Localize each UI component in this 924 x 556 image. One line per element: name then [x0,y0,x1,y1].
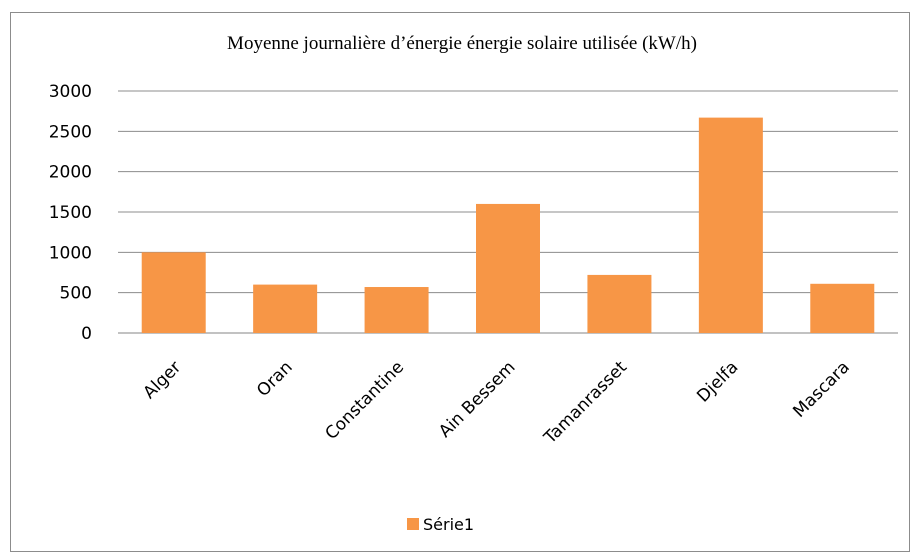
bars [141,117,875,334]
y-tick-label: 1000 [49,243,92,263]
legend: Série1 [407,515,474,534]
bar [476,203,540,333]
bar [253,284,318,333]
x-tick-label: Mascara [789,357,853,421]
legend-swatch [407,518,419,530]
bar [587,274,652,333]
y-tick-label: 2000 [49,163,92,183]
bar [141,252,206,333]
bar [810,283,875,333]
x-tick-label: Tamanrasset [540,357,631,448]
legend-label: Série1 [423,515,474,534]
x-tick-label: Ain Bessem [435,357,519,441]
x-tick-label: Alger [140,357,186,403]
y-axis-ticks: 0 500 1000 1500 2000 2500 3000 [49,82,92,344]
y-tick-label: 1500 [49,203,92,223]
bar [698,117,763,334]
bar [364,287,429,333]
chart-title: Moyenne journalière d’énergie énergie so… [227,33,697,54]
y-tick-label: 500 [60,284,92,304]
x-tick-label: Constantine [322,357,409,444]
y-tick-label: 0 [81,324,92,344]
x-tick-label: Djelfa [693,357,742,406]
y-tick-label: 2500 [49,122,92,142]
x-tick-label: Oran [253,357,297,401]
y-tick-label: 3000 [49,82,92,102]
x-axis-labels: Alger Oran Constantine Ain Bessem Tamanrasse… [140,357,854,448]
